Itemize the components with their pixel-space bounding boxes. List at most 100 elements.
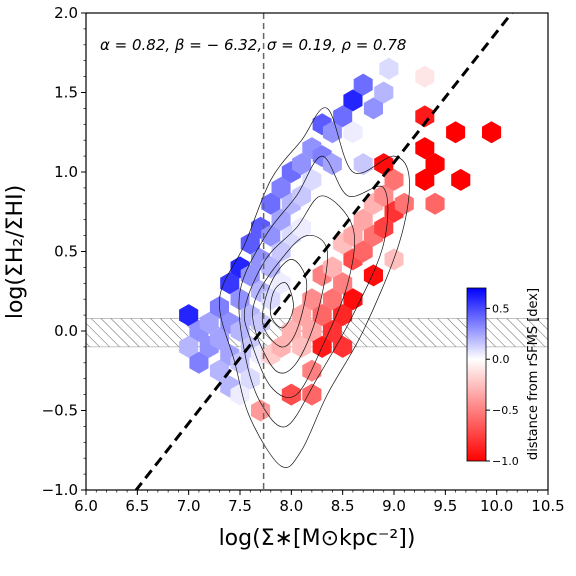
hexbin <box>343 89 363 112</box>
hexbin <box>292 335 312 358</box>
hexbin <box>292 153 312 176</box>
colorbar-tick-label: −0.5 <box>492 404 519 417</box>
colorbar: 0.5 0.0 −0.5 −1.0 distance from rSFMS [dex] <box>466 287 541 468</box>
hexbin <box>333 105 353 128</box>
hexbin <box>230 288 250 311</box>
hexbin <box>281 383 301 406</box>
hexbin <box>261 224 281 247</box>
y-tick-label: −0.5 <box>42 402 78 420</box>
hexbin <box>271 176 291 199</box>
hexbin <box>240 367 260 390</box>
hexbin <box>322 320 342 342</box>
hexbin <box>261 288 281 311</box>
hexbin <box>220 272 240 295</box>
hexbin <box>425 153 445 176</box>
x-tick-label: 10.0 <box>480 497 513 515</box>
x-tick-label: 9.5 <box>433 497 457 515</box>
x-axis-title: log(Σ∗[M⊙kpc⁻²]) <box>219 526 416 551</box>
hexbin <box>333 272 353 295</box>
hexbin <box>251 399 271 422</box>
hexbin <box>322 288 342 311</box>
hexbin <box>312 304 332 327</box>
hexbin <box>363 264 383 287</box>
hexbin <box>353 153 373 176</box>
hexbin <box>292 216 312 239</box>
hexbin <box>379 57 399 80</box>
hexbin <box>251 312 271 334</box>
x-tick-label: 6.5 <box>125 497 149 515</box>
colorbar-ticks: 0.5 0.0 −0.5 −1.0 <box>486 302 519 468</box>
hexbin <box>281 256 301 279</box>
y-tick-label: 0.0 <box>54 322 78 340</box>
density-contour <box>219 107 410 468</box>
hexbin <box>240 232 260 255</box>
hexbin <box>322 121 342 144</box>
hexbin <box>425 192 445 215</box>
x-tick-label: 7.0 <box>177 497 201 515</box>
y-tick-label: 2.0 <box>54 4 78 22</box>
colorbar-tick-label: −1.0 <box>492 455 519 468</box>
fit-line <box>134 13 514 490</box>
hexbin-layer <box>179 57 502 422</box>
colorbar-title: distance from rSFMS [dex] <box>526 288 541 460</box>
axis-ticks: 6.0 6.5 7.0 7.5 8.0 8.5 9.0 9.5 10.0 10.5 −1.0 −0.5… <box>42 4 565 515</box>
y-tick-label: 1.0 <box>54 163 78 181</box>
density-contour <box>243 195 355 398</box>
hexbin <box>261 256 281 279</box>
x-tick-label: 7.5 <box>228 497 252 515</box>
hexbin <box>230 351 250 374</box>
y-tick-label: −1.0 <box>42 481 78 499</box>
colorbar-tick-label: 0.0 <box>492 353 510 366</box>
hexbin <box>271 208 291 231</box>
hexbin <box>374 184 394 207</box>
hexbin <box>240 264 260 287</box>
hexbin <box>261 192 281 215</box>
hexbin <box>302 359 322 382</box>
y-axis-title: log(ΣH₂/ΣHI) <box>3 185 28 319</box>
x-tick-label: 10.5 <box>531 497 564 515</box>
hexbin <box>363 97 383 120</box>
hexbin <box>189 351 209 374</box>
hexbin <box>353 208 373 231</box>
hexbin <box>199 312 219 334</box>
hexbin <box>333 304 353 327</box>
density-contour <box>238 155 389 428</box>
hexbin <box>374 81 394 104</box>
reference-lines <box>134 13 514 490</box>
hexbin <box>415 137 435 160</box>
hexbin <box>415 105 435 128</box>
hexbin <box>446 121 466 144</box>
y-tick-label: 0.5 <box>54 243 78 261</box>
colorbar-tick-label: 0.5 <box>492 302 510 315</box>
x-tick-label: 9.0 <box>382 497 406 515</box>
density-contour <box>269 282 294 329</box>
density-contour <box>252 235 328 374</box>
hexbin <box>302 288 322 311</box>
x-tick-label: 8.0 <box>279 497 303 515</box>
hexbin <box>415 65 435 88</box>
hexbin <box>353 73 373 96</box>
x-tick-label: 6.0 <box>74 497 98 515</box>
hexbin <box>179 335 199 358</box>
hexbin <box>230 320 250 342</box>
hexbin <box>353 240 373 263</box>
density-contours <box>219 107 410 468</box>
y-tick-label: 1.5 <box>54 84 78 102</box>
hexbin <box>374 216 394 239</box>
colorbar-gradient <box>466 287 487 462</box>
hexbin <box>271 240 291 263</box>
x-tick-label: 8.5 <box>331 497 355 515</box>
hexbin <box>343 121 363 144</box>
hexbin <box>415 168 435 191</box>
hexbin <box>333 335 353 358</box>
hexbin <box>482 121 502 144</box>
hexbin <box>302 383 322 406</box>
hexbin <box>343 224 363 247</box>
hexbin <box>302 168 322 191</box>
fit-annotation: α = 0.82, β = − 6.32, σ = 0.19, ρ = 0.78 <box>100 36 406 54</box>
hexbin <box>230 383 250 406</box>
hexbin <box>451 168 471 191</box>
hexbin <box>322 153 342 176</box>
hexbin <box>292 184 312 207</box>
